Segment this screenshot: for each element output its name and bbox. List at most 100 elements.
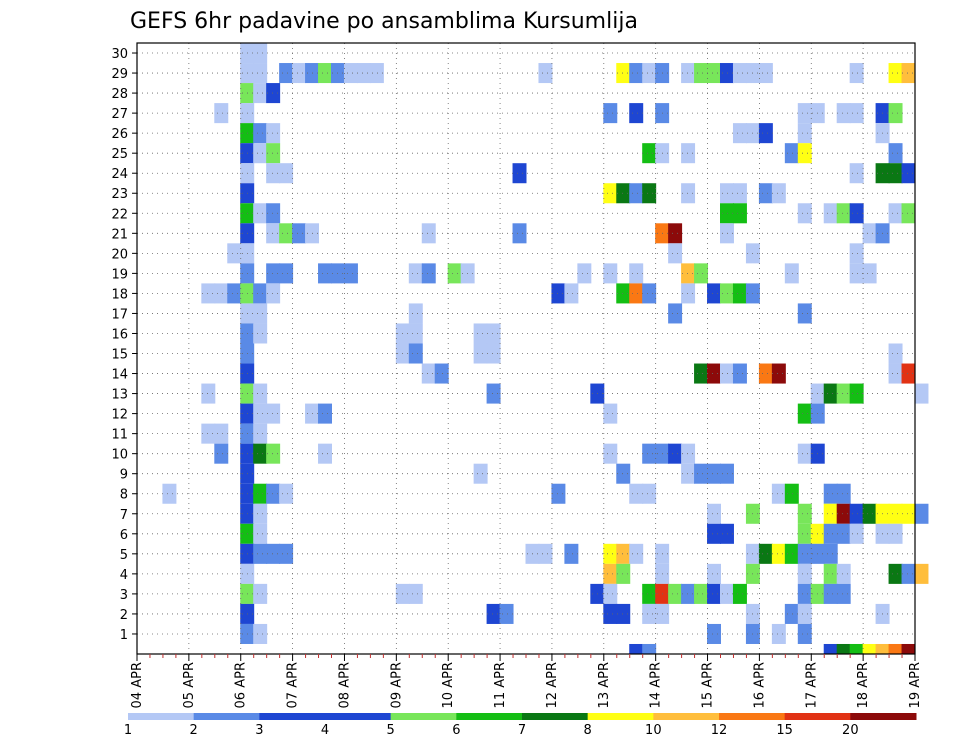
heatmap-cell <box>720 523 734 544</box>
heatmap-cell <box>888 563 903 584</box>
heatmap-cell <box>292 63 307 84</box>
heatmap-cell <box>823 503 838 524</box>
heatmap-cell <box>318 63 332 84</box>
heatmap-cell <box>266 483 281 504</box>
heatmap-cell <box>797 403 812 424</box>
heatmap-cell <box>836 583 851 604</box>
heatmap-cell <box>732 363 747 384</box>
heatmap-cell <box>771 623 786 644</box>
heatmap-cell <box>642 483 657 504</box>
heatmap-cell <box>538 543 553 564</box>
colorbar-swatch <box>456 713 523 720</box>
heatmap-cell <box>681 443 696 464</box>
y-axis: 1234567891011121314151617181920212223242… <box>111 47 137 643</box>
heatmap-cell <box>720 363 734 384</box>
colorbar-swatch <box>784 713 851 720</box>
heatmap-cell <box>603 403 618 424</box>
heatmap-cell <box>253 503 268 524</box>
x-tick-label: 16 APR <box>752 662 767 708</box>
colorbar-label: 7 <box>518 723 526 738</box>
heatmap-cell <box>603 103 618 124</box>
heatmap-cell <box>253 283 268 304</box>
heatmap-cell <box>668 443 683 464</box>
heatmap-cell <box>564 543 579 564</box>
heatmap-cell <box>266 123 281 144</box>
heatmap-cell <box>758 123 773 144</box>
heatmap-cell <box>836 503 851 524</box>
heatmap-cell <box>784 543 799 564</box>
heatmap-cell <box>849 163 864 184</box>
heatmap-cell <box>447 263 462 284</box>
colorbar-swatch <box>390 713 457 720</box>
heatmap-cell <box>914 503 929 524</box>
heatmap-cell <box>253 443 268 464</box>
heatmap-cell <box>849 243 864 264</box>
heatmap-cell <box>784 263 799 284</box>
heatmap-cell <box>266 83 281 104</box>
heatmap-cell <box>707 363 721 384</box>
heatmap-cell <box>888 523 903 544</box>
heatmap-cell <box>797 583 812 604</box>
heatmap-cell <box>707 463 721 484</box>
heatmap-cell <box>421 363 436 384</box>
heatmap-cell <box>214 103 229 124</box>
heatmap-cell <box>668 303 683 324</box>
heatmap-cell <box>642 283 657 304</box>
heatmap-cell <box>758 363 773 384</box>
heatmap-cell <box>888 643 903 654</box>
heatmap-cell <box>901 643 916 654</box>
x-tick-label: 09 APR <box>389 662 404 708</box>
heatmap-cell <box>888 163 903 184</box>
heatmap-cell <box>771 483 786 504</box>
x-tick-label: 06 APR <box>234 662 249 708</box>
heatmap-cell <box>771 543 786 564</box>
heatmap-cell <box>616 603 631 624</box>
heatmap-cell <box>797 123 812 144</box>
heatmap-cell <box>642 583 657 604</box>
heatmap-cell <box>629 643 644 654</box>
heatmap-cell <box>862 503 877 524</box>
heatmap-cell <box>473 323 488 344</box>
y-tick-label: 9 <box>120 468 128 483</box>
x-tick-label: 19 APR <box>908 662 923 708</box>
heatmap-cell <box>862 263 877 284</box>
heatmap-cell <box>279 543 294 564</box>
heatmap-cell <box>720 223 734 244</box>
heatmap-cell <box>369 63 384 84</box>
heatmap-cell <box>408 323 423 344</box>
heatmap-cell <box>551 483 566 504</box>
heatmap-cell <box>901 63 916 84</box>
heatmap-cell <box>616 543 631 564</box>
heatmap-cell <box>888 63 903 84</box>
y-tick-label: 2 <box>120 608 128 623</box>
heatmap-cell <box>629 183 644 204</box>
y-tick-label: 30 <box>111 47 128 62</box>
heatmap-cell <box>836 203 851 224</box>
heatmap-cell <box>720 183 734 204</box>
heatmap-cell <box>629 63 644 84</box>
heatmap-cell <box>875 643 890 654</box>
y-tick-label: 8 <box>120 488 128 503</box>
heatmap-cell <box>603 543 618 564</box>
heatmap-cell <box>681 463 696 484</box>
heatmap-cell <box>771 183 786 204</box>
heatmap-cell <box>720 583 734 604</box>
heatmap-cell <box>681 263 696 284</box>
y-tick-label: 10 <box>111 448 128 463</box>
x-tick-label: 10 APR <box>441 662 456 708</box>
heatmap-cell <box>862 643 877 654</box>
heatmap-cell <box>486 323 501 344</box>
heatmap-cell <box>629 543 644 564</box>
heatmap-cell <box>512 163 527 184</box>
heatmap-cell <box>629 283 644 304</box>
heatmap-cell <box>797 503 812 524</box>
heatmap-cell <box>253 143 268 164</box>
heatmap-cell <box>266 163 281 184</box>
y-tick-label: 12 <box>111 408 128 423</box>
heatmap-cell <box>901 203 916 224</box>
heatmap-cell <box>356 63 371 84</box>
heatmap-cell <box>823 483 838 504</box>
y-tick-label: 7 <box>120 508 128 523</box>
heatmap-cell <box>642 643 657 654</box>
x-tick-label: 18 APR <box>856 662 871 708</box>
